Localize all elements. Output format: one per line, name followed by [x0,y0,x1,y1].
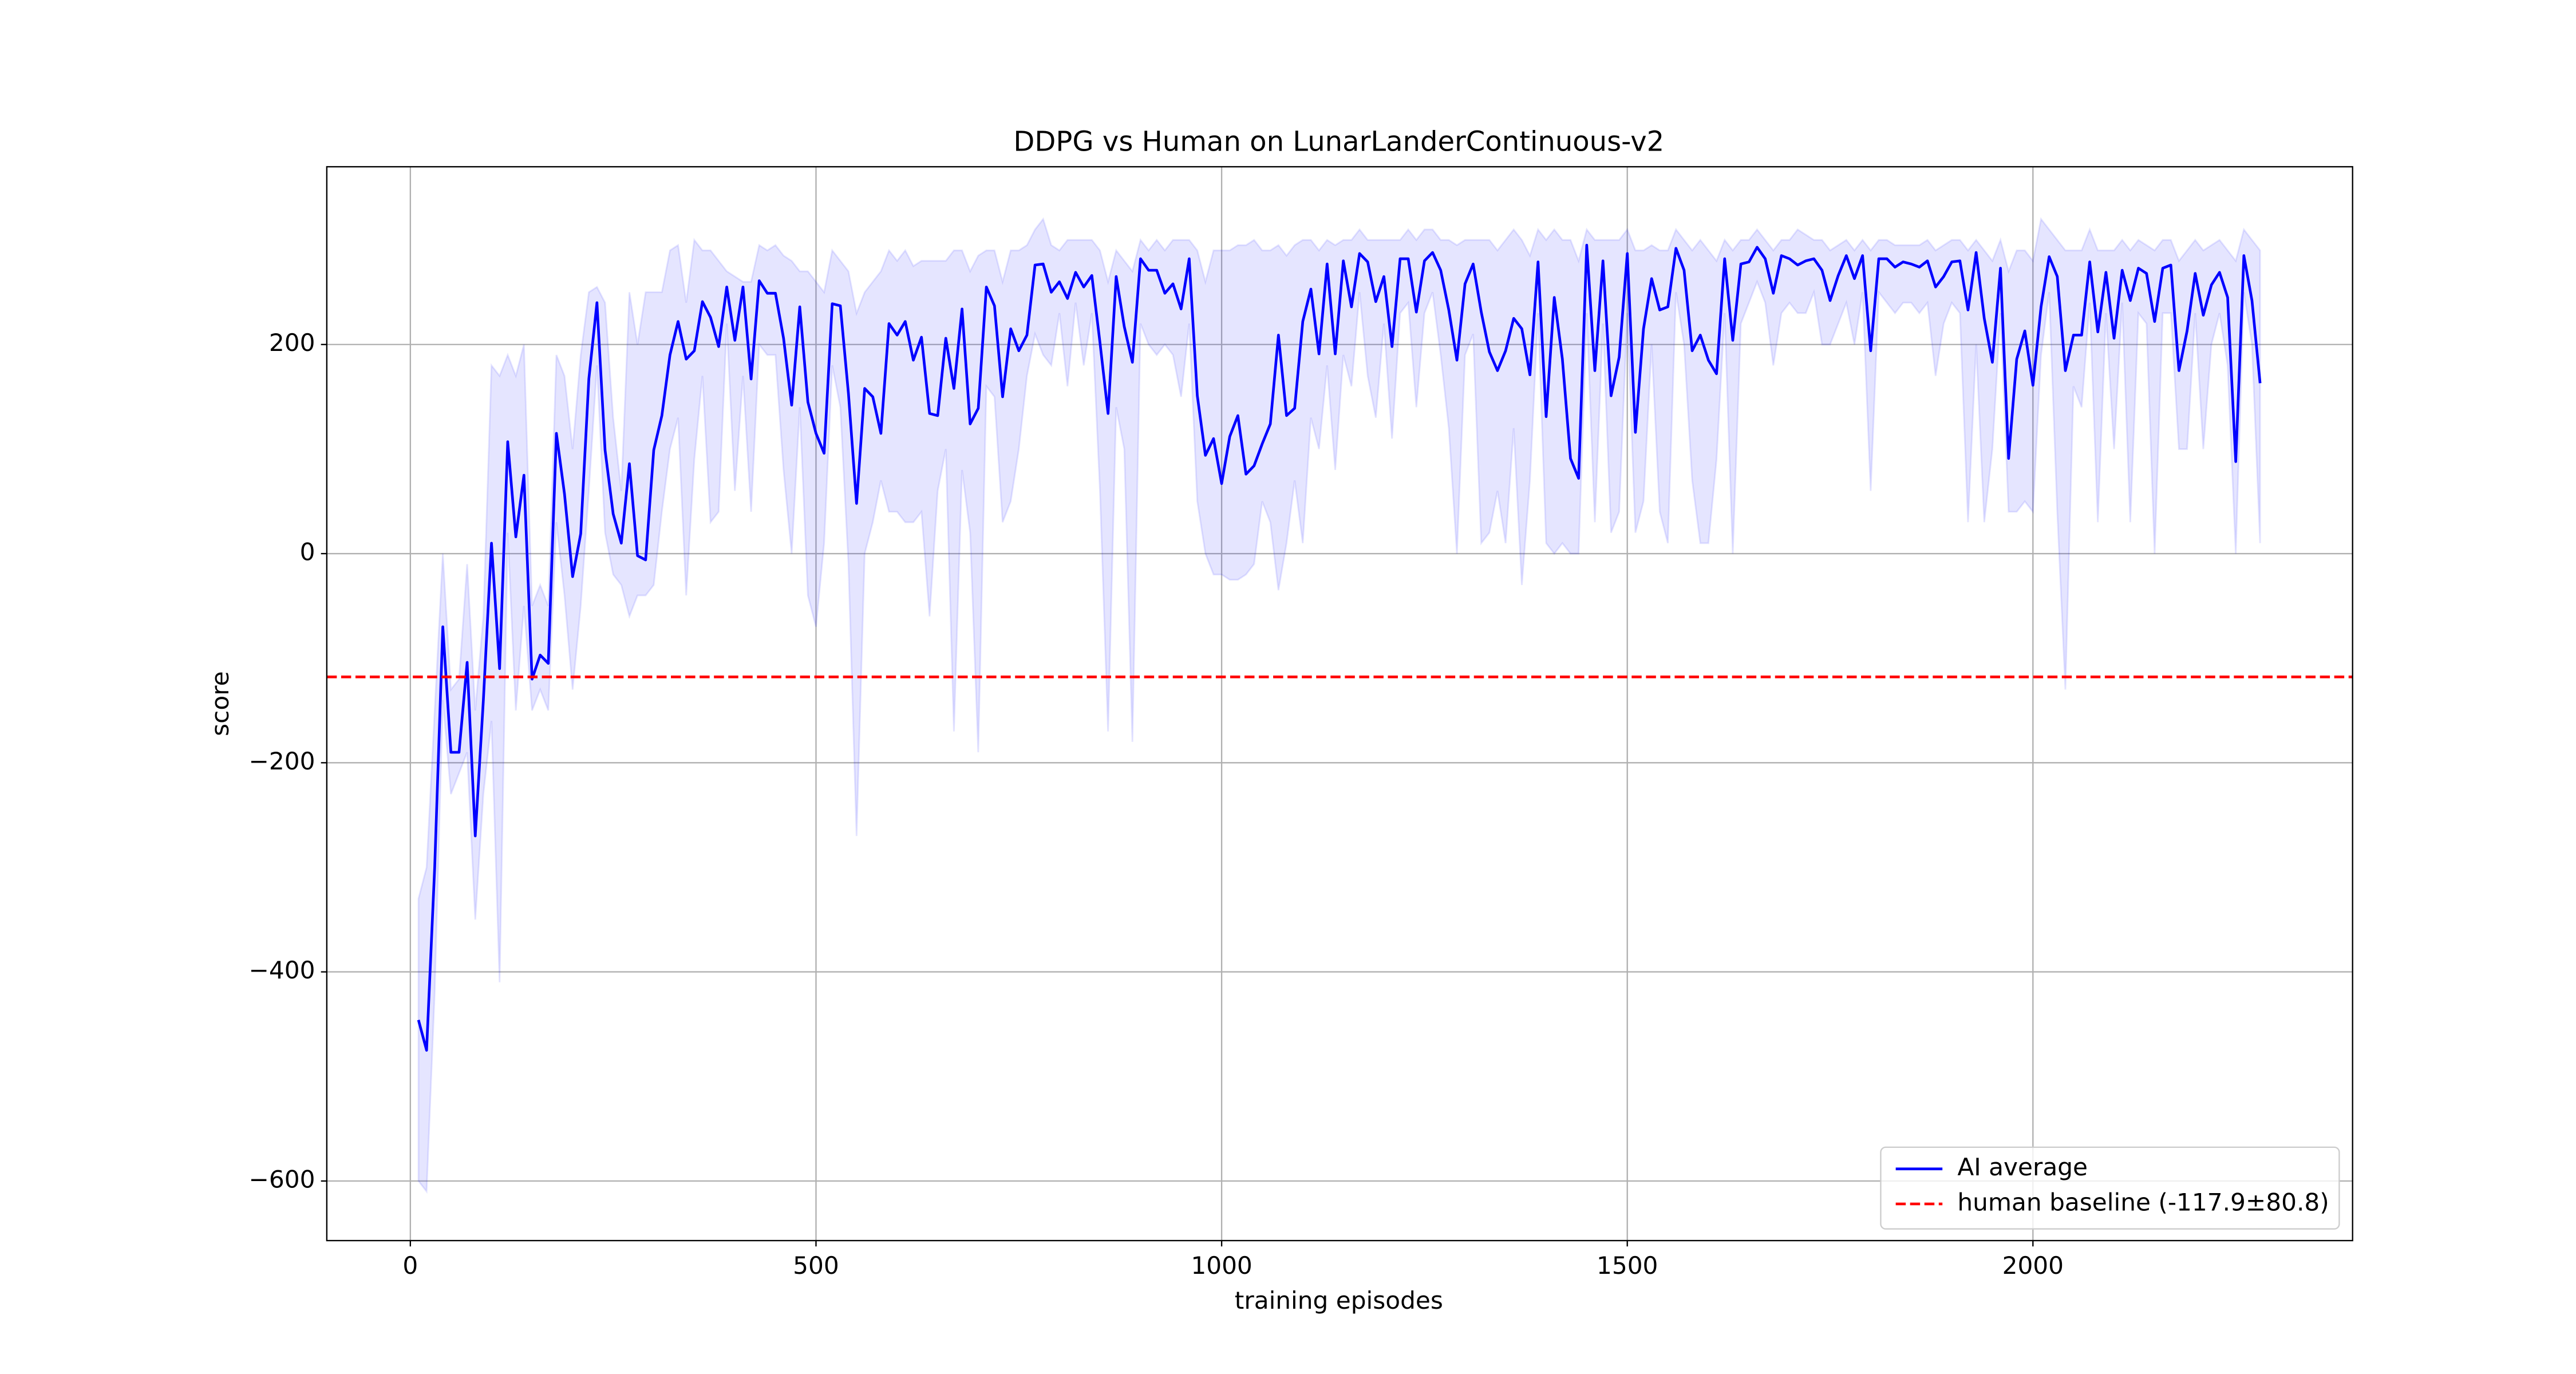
confidence-band [417,217,2261,1194]
y-tick-label: −400 [249,956,315,984]
chart-title: DDPG vs Human on LunarLanderContinuous-v… [1013,125,1664,157]
x-tick-label: 1000 [1191,1251,1252,1280]
x-tick-label: 0 [402,1251,418,1280]
legend: AI average human baseline (-117.9±80.8) [1880,1146,2340,1230]
axes-frame [326,166,2353,1242]
legend-label: AI average [1957,1153,2088,1181]
y-tick-label: 200 [269,329,315,357]
y-tick-label: −600 [249,1165,315,1193]
y-tick-label: −200 [249,747,315,775]
x-axis-label: training episodes [1235,1286,1443,1314]
x-tick-label: 2000 [2002,1251,2064,1280]
legend-box [1880,1146,2340,1230]
legend-label: human baseline (-117.9±80.8) [1957,1188,2329,1216]
y-axis-label: score [206,671,234,736]
data-line [417,243,2262,1052]
plot-data [326,217,2353,1194]
x-tick-label: 500 [793,1251,839,1280]
plot-area [326,167,2353,1241]
x-tick-label: 1500 [1597,1251,1658,1280]
y-tick-label: 0 [300,538,315,566]
